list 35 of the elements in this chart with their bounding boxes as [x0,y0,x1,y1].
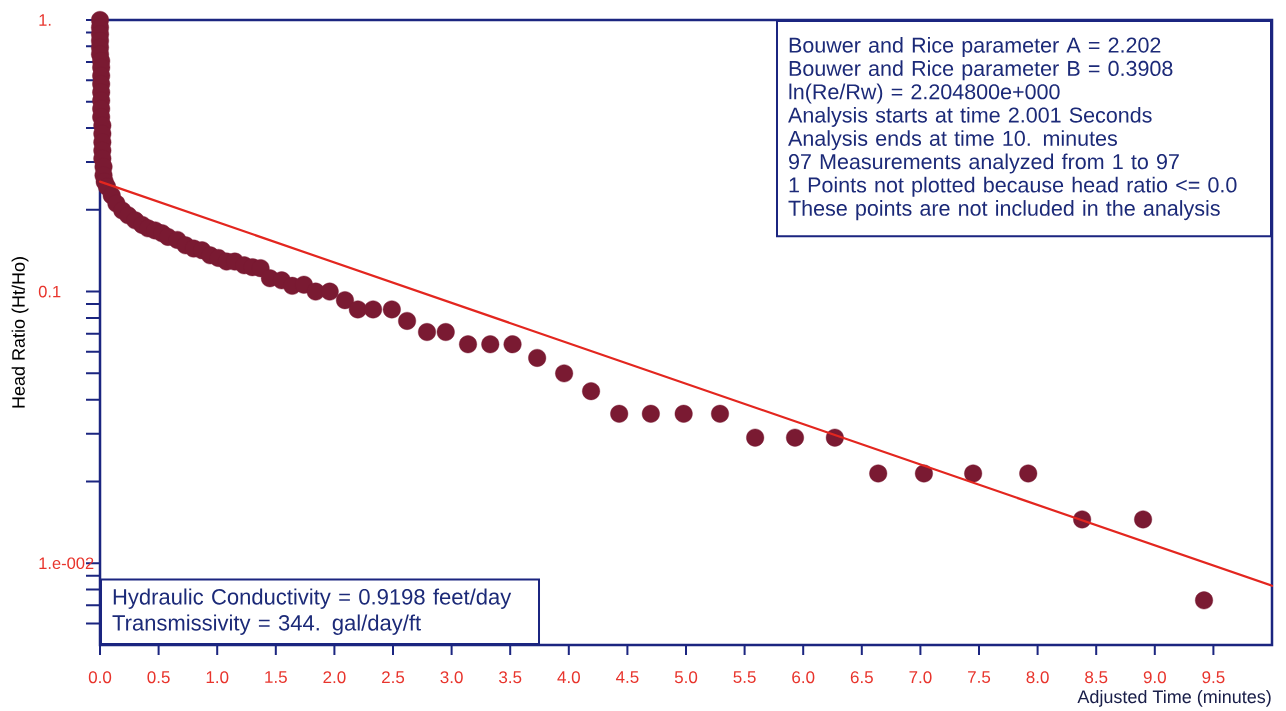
y-axis-title: Head Ratio (Ht/Ho) [11,257,29,408]
annotation: Transmissivity = 344. gal/day/ft [112,614,421,635]
annotation: These points are not included in the analysis [788,200,1220,221]
x-tick-label: 8.5 [1085,671,1108,684]
x-tick-label: 8.0 [1026,671,1049,684]
x-axis-title: Adjusted Time (minutes) [1077,689,1271,707]
x-tick-label: 5.5 [733,671,756,684]
annotation: Analysis starts at time 2.001 Seconds [788,106,1152,127]
annotation: 1 Points not plotted because head ratio <= 0.0 [789,176,1237,197]
annotation: Analysis ends at time 10. minutes [788,130,1117,151]
x-tick-label: 2.0 [323,671,346,684]
annotation: Bouwer and Rice parameter B = 0.3908 [789,60,1173,81]
x-tick-label: 3.5 [499,671,522,684]
x-tick-label: 6.0 [792,671,815,684]
x-tick-label: 4.0 [557,671,580,684]
x-tick-label: 2.5 [382,671,405,684]
x-tick-label: 5.0 [674,671,698,684]
annotation: Bouwer and Rice parameter A = 2.202 [789,36,1161,58]
annotation: 97 Measurements analyzed from 1 to 97 [789,153,1179,174]
x-tick-label: 4.5 [615,671,639,684]
x-tick-label: 1.5 [265,671,287,684]
annotation: ln(Re/Rw) = 2.204800e+000 [789,83,1060,104]
annotation: Hydraulic Conductivity = 0.9198 feet/day [113,588,512,609]
x-tick-label: 6.5 [850,671,873,684]
y-tick-label: 1.e-002 [39,557,94,570]
x-tick-label: 3.0 [440,671,463,684]
x-tick-label: 9.5 [1202,671,1225,684]
x-tick-label: 7.5 [968,671,991,684]
x-tick-label: 0.5 [147,671,170,684]
y-tick-label: 0.1 [38,285,61,298]
y-tick-label: 1. [39,14,51,26]
x-tick-label: 0.0 [88,671,112,684]
x-tick-label: 9.0 [1143,671,1166,684]
x-tick-label: 1.0 [206,671,229,684]
x-tick-label: 7.0 [909,671,932,684]
